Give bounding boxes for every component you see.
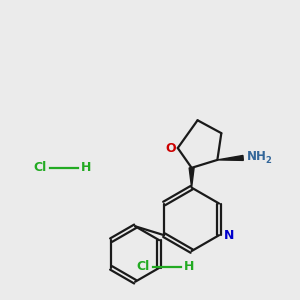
Text: Cl: Cl <box>34 161 47 174</box>
Polygon shape <box>189 168 194 188</box>
Text: Cl: Cl <box>137 260 150 273</box>
Text: H: H <box>184 260 194 273</box>
Text: 2: 2 <box>265 156 271 165</box>
Text: O: O <box>166 142 176 154</box>
Text: N: N <box>224 229 234 242</box>
Text: H: H <box>81 161 91 174</box>
Polygon shape <box>218 155 243 160</box>
Text: NH: NH <box>247 150 267 164</box>
